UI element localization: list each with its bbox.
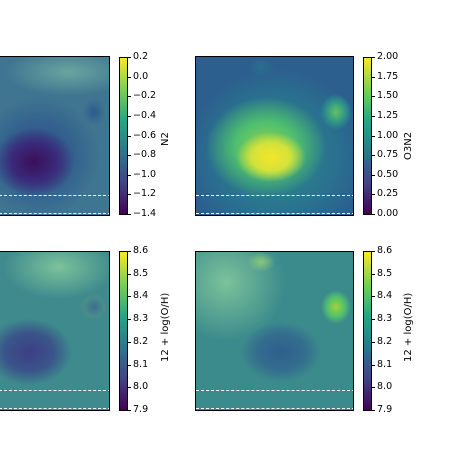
guide-line xyxy=(196,213,353,214)
colorbar-label-oh-1: 12 + log(O/H) xyxy=(160,292,171,362)
colorbar-tick-mark xyxy=(128,319,131,321)
colorbar-tick-label: 2.00 xyxy=(377,51,399,62)
colorbar-tick-mark xyxy=(128,273,131,275)
colorbar-tick-mark xyxy=(128,76,131,78)
colorbar-tick-label: 8.1 xyxy=(377,358,393,370)
colorbar-tick-label: −0.4 xyxy=(133,109,157,121)
colorbar-tick-label: −0.6 xyxy=(133,129,157,141)
colorbar-label-oh-2: 12 + log(O/H) xyxy=(403,292,414,362)
guide-line xyxy=(0,213,109,214)
colorbar-tick-label: 8.6 xyxy=(133,245,149,256)
colorbar-tick-mark xyxy=(128,115,131,117)
colorbar-tick-mark xyxy=(128,155,131,157)
colorbar-tick-mark xyxy=(372,364,375,366)
colorbar-tick-label: −0.2 xyxy=(133,90,157,102)
guide-line xyxy=(0,390,109,391)
guide-line xyxy=(196,195,353,196)
colorbar-label-n2: N2 xyxy=(160,132,171,146)
colorbar-tick-label: 8.0 xyxy=(377,381,393,393)
map-oh-o3n2 xyxy=(195,251,354,411)
colorbar-label-o3n2: O3N2 xyxy=(403,131,414,160)
colorbar-tick-mark xyxy=(372,57,375,58)
colorbar-tick-mark xyxy=(128,364,131,366)
colorbar-tick-label: 1.00 xyxy=(377,129,399,141)
colorbar-n2 xyxy=(119,57,128,215)
colorbar-tick-label: 8.2 xyxy=(133,335,149,347)
colorbar-tick-label: 8.5 xyxy=(377,267,393,279)
colorbar-tick-mark xyxy=(128,341,131,343)
colorbar-tick-mark xyxy=(372,96,375,98)
colorbar-tick-mark xyxy=(128,57,131,58)
map-oh-n2 xyxy=(0,251,110,411)
colorbar-tick-label: 0.50 xyxy=(377,168,399,180)
colorbar-tick-label: 1.50 xyxy=(377,90,399,102)
colorbar-tick-mark xyxy=(372,76,375,78)
colorbar-tick-label: 0.2 xyxy=(133,51,149,62)
colorbar-tick-label: 8.5 xyxy=(133,267,149,279)
colorbar-tick-label: 1.25 xyxy=(377,109,399,121)
colorbar-tick-label: 0.75 xyxy=(377,149,399,161)
colorbar-tick-label: 8.4 xyxy=(133,290,149,302)
colorbar-tick-mark xyxy=(372,319,375,321)
colorbar-tick-mark xyxy=(128,96,131,98)
guide-line xyxy=(196,390,353,391)
colorbar-tick-mark xyxy=(372,341,375,343)
colorbar-tick-label: 8.3 xyxy=(133,313,149,325)
colorbar-tick-mark xyxy=(372,214,375,215)
colorbar-tick-label: 8.0 xyxy=(133,381,149,393)
colorbar-tick-mark xyxy=(128,135,131,137)
colorbar-tick-mark xyxy=(128,296,131,298)
colorbar-tick-mark xyxy=(372,296,375,298)
colorbar-tick-mark xyxy=(372,174,375,176)
guide-line xyxy=(0,408,109,409)
colorbar-tick-mark xyxy=(128,410,131,411)
colorbar-tick-mark xyxy=(372,387,375,389)
colorbar-tick-mark xyxy=(372,115,375,117)
colorbar-tick-label: 8.3 xyxy=(377,313,393,325)
colorbar-tick-label: −0.8 xyxy=(133,149,157,161)
colorbar-tick-label: −1.0 xyxy=(133,168,157,180)
colorbar-oh-2 xyxy=(363,251,372,411)
colorbar-tick-mark xyxy=(372,135,375,137)
colorbar-tick-mark xyxy=(372,273,375,275)
colorbar-tick-mark xyxy=(128,214,131,215)
colorbar-tick-label: 0.0 xyxy=(133,70,149,82)
colorbar-tick-label: 8.2 xyxy=(377,335,393,347)
colorbar-tick-label: 8.4 xyxy=(377,290,393,302)
colorbar-tick-label: 7.9 xyxy=(133,404,149,415)
colorbar-tick-mark xyxy=(128,251,131,252)
colorbar-tick-label: −1.2 xyxy=(133,188,157,200)
colorbar-tick-mark xyxy=(128,174,131,176)
colorbar-tick-mark xyxy=(372,410,375,411)
colorbar-tick-mark xyxy=(128,194,131,196)
colorbar-tick-mark xyxy=(372,155,375,157)
guide-line xyxy=(0,195,109,196)
colorbar-tick-label: 0.00 xyxy=(377,208,399,219)
colorbar-tick-label: 8.6 xyxy=(377,245,393,256)
map-o3n2 xyxy=(195,56,354,216)
colorbar-tick-mark xyxy=(372,194,375,196)
map-n2 xyxy=(0,56,110,216)
colorbar-tick-label: 1.75 xyxy=(377,70,399,82)
guide-line xyxy=(196,408,353,409)
colorbar-o3n2 xyxy=(363,57,372,215)
colorbar-tick-label: −1.4 xyxy=(133,208,157,219)
colorbar-tick-label: 8.1 xyxy=(133,358,149,370)
colorbar-tick-label: 7.9 xyxy=(377,404,393,415)
colorbar-tick-mark xyxy=(128,387,131,389)
colorbar-oh-1 xyxy=(119,251,128,411)
colorbar-tick-mark xyxy=(372,251,375,252)
colorbar-tick-label: 0.25 xyxy=(377,188,399,200)
